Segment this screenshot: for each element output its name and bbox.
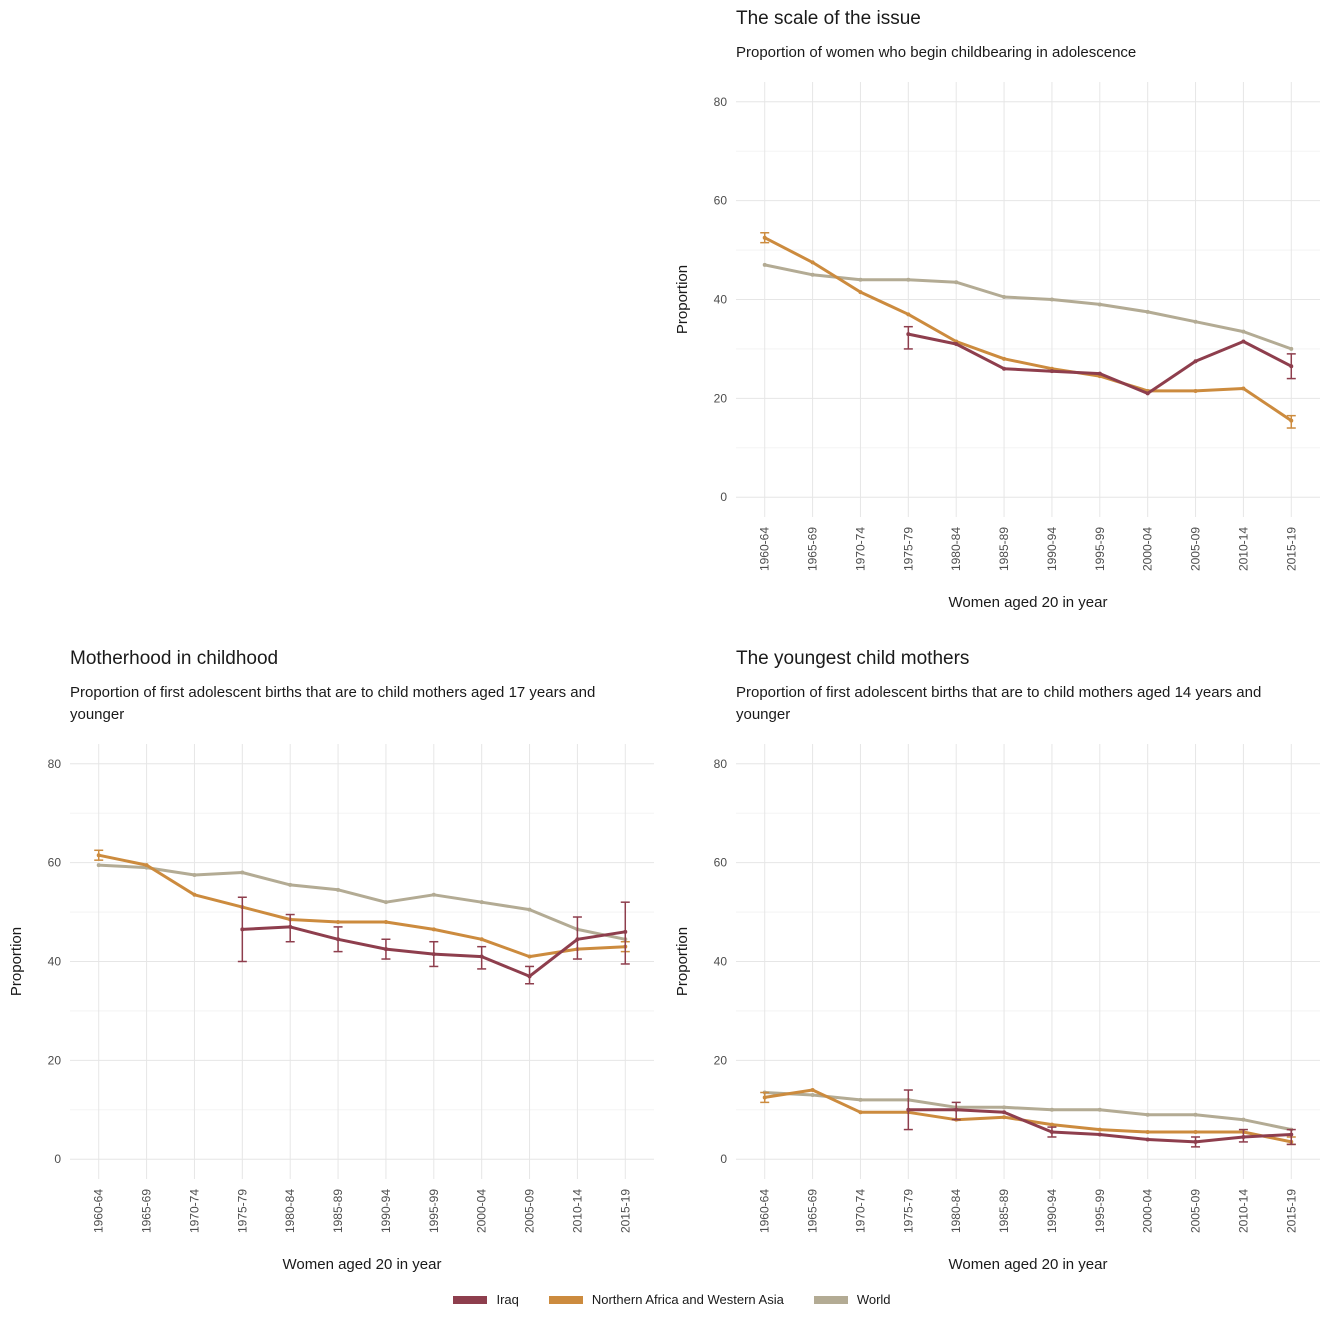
svg-text:0: 0: [720, 490, 727, 504]
svg-text:1980-84: 1980-84: [949, 526, 963, 570]
svg-text:1995-99: 1995-99: [427, 1188, 441, 1232]
chart-scale-of-issue: The scale of the issue Proportion of wom…: [672, 8, 1336, 622]
svg-text:2010-14: 2010-14: [570, 1188, 584, 1232]
svg-text:20: 20: [48, 1053, 62, 1067]
legend-label-iraq: Iraq: [496, 1292, 519, 1307]
svg-text:1960-64: 1960-64: [92, 1188, 106, 1232]
svg-text:1970-74: 1970-74: [853, 1188, 867, 1232]
legend-item-northern-africa-western-asia: Northern Africa and Western Asia: [548, 1292, 784, 1307]
svg-text:1990-94: 1990-94: [1045, 1188, 1059, 1232]
legend-swatch-world: [813, 1295, 848, 1304]
svg-text:1985-89: 1985-89: [331, 1188, 345, 1232]
svg-text:Proportion: Proportion: [674, 265, 691, 334]
svg-text:0: 0: [54, 1152, 61, 1166]
legend-swatch-iraq: [453, 1295, 488, 1304]
svg-text:2005-09: 2005-09: [1189, 526, 1203, 570]
svg-text:1975-79: 1975-79: [901, 526, 915, 570]
svg-text:1995-99: 1995-99: [1093, 526, 1107, 570]
svg-text:1990-94: 1990-94: [379, 1188, 393, 1232]
svg-text:80: 80: [48, 756, 62, 770]
chart-title: Motherhood in childhood: [70, 648, 279, 669]
svg-text:2000-04: 2000-04: [475, 1188, 489, 1232]
svg-text:1965-69: 1965-69: [806, 526, 820, 570]
svg-text:1965-69: 1965-69: [140, 1188, 154, 1232]
svg-text:20: 20: [714, 391, 728, 405]
svg-text:2000-04: 2000-04: [1141, 1188, 1155, 1232]
chart-subtitle: Proportion of women who begin childbeari…: [736, 44, 1137, 61]
svg-text:2015-19: 2015-19: [618, 1188, 632, 1232]
svg-text:2010-14: 2010-14: [1236, 526, 1250, 570]
svg-text:Women aged 20 in year: Women aged 20 in year: [283, 1256, 442, 1273]
chart-title: The scale of the issue: [736, 8, 921, 29]
svg-text:1985-89: 1985-89: [997, 526, 1011, 570]
svg-text:Women aged 20 in year: Women aged 20 in year: [949, 1256, 1108, 1273]
chart-subtitle: Proportion of first adolescent births th…: [70, 684, 596, 723]
svg-text:2005-09: 2005-09: [1189, 1188, 1203, 1232]
svg-text:80: 80: [714, 95, 728, 109]
svg-text:2015-19: 2015-19: [1284, 526, 1298, 570]
chart-plot-area: 0 20 40 60 80 1960-64 1965-69 1970-74 1975-79 198…: [672, 734, 1332, 1284]
svg-text:1970-74: 1970-74: [853, 526, 867, 570]
svg-text:1985-89: 1985-89: [997, 1188, 1011, 1232]
svg-text:2015-19: 2015-19: [1284, 1188, 1298, 1232]
legend-label-world: World: [856, 1292, 891, 1307]
svg-text:1980-84: 1980-84: [949, 1188, 963, 1232]
svg-text:1970-74: 1970-74: [187, 1188, 201, 1232]
svg-text:60: 60: [48, 855, 62, 869]
svg-text:1965-69: 1965-69: [806, 1188, 820, 1232]
svg-text:Proportion: Proportion: [8, 926, 25, 995]
legend: Iraq Northern Africa and Western Asia Wo…: [0, 1292, 1344, 1307]
legend-item-world: World: [813, 1292, 891, 1307]
svg-text:60: 60: [714, 193, 728, 207]
svg-text:40: 40: [714, 954, 728, 968]
svg-text:20: 20: [714, 1053, 728, 1067]
svg-text:2005-09: 2005-09: [523, 1188, 537, 1232]
svg-text:1975-79: 1975-79: [235, 1188, 249, 1232]
svg-text:1980-84: 1980-84: [283, 1188, 297, 1232]
chart-subtitle: Proportion of first adolescent births th…: [736, 684, 1262, 723]
svg-text:40: 40: [714, 292, 728, 306]
legend-item-iraq: Iraq: [453, 1292, 519, 1307]
svg-text:80: 80: [714, 756, 728, 770]
chart-motherhood-in-childhood: Motherhood in childhood Proportion of fi…: [6, 648, 670, 1284]
svg-text:1975-79: 1975-79: [901, 1188, 915, 1232]
legend-swatch-northern-africa-western-asia: [548, 1295, 583, 1304]
svg-text:1995-99: 1995-99: [1093, 1188, 1107, 1232]
svg-text:1960-64: 1960-64: [758, 1188, 772, 1232]
chart-youngest-child-mothers: The youngest child mothers Proportion of…: [672, 648, 1336, 1284]
chart-plot-area: 0 20 40 60 80 1960-64 1965-69 1970-74 1975-79 198…: [6, 734, 666, 1284]
svg-text:2000-04: 2000-04: [1141, 526, 1155, 570]
svg-text:Proportion: Proportion: [674, 926, 691, 995]
svg-text:60: 60: [714, 855, 728, 869]
svg-text:Women aged 20 in year: Women aged 20 in year: [949, 594, 1108, 611]
legend-label-northern-africa-western-asia: Northern Africa and Western Asia: [591, 1292, 784, 1307]
svg-text:2010-14: 2010-14: [1236, 1188, 1250, 1232]
svg-text:0: 0: [720, 1152, 727, 1166]
svg-text:1990-94: 1990-94: [1045, 526, 1059, 570]
svg-text:1960-64: 1960-64: [758, 526, 772, 570]
chart-title: The youngest child mothers: [736, 648, 970, 669]
svg-text:40: 40: [48, 954, 62, 968]
chart-plot-area: 0 20 40 60 80 1960-64 1965-69 1970-74 1975-79 198…: [672, 72, 1332, 622]
